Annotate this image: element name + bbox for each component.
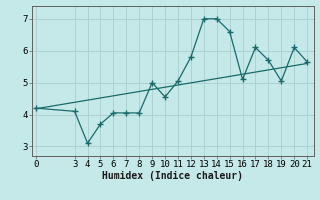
X-axis label: Humidex (Indice chaleur): Humidex (Indice chaleur): [102, 171, 243, 181]
